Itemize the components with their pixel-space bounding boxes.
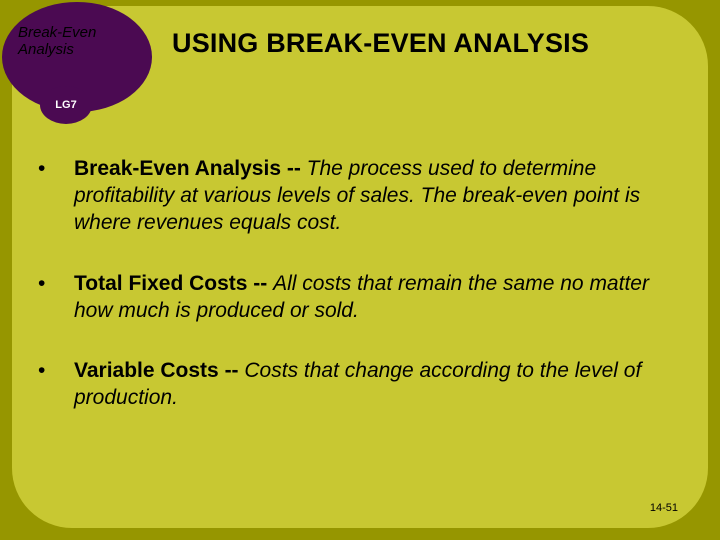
slide-panel: Break-Even Analysis LG7 USING BREAK-EVEN…	[12, 6, 708, 528]
lg-label: LG7	[55, 99, 76, 111]
topic-line1: Break-Even	[18, 24, 96, 41]
topic-badge-label: Break-Even Analysis	[12, 24, 122, 59]
slide-content: •Break-Even Analysis -- The process used…	[44, 156, 684, 446]
lg-badge: LG7	[40, 86, 92, 124]
slide-title: USING BREAK-EVEN ANALYSIS	[172, 28, 589, 59]
bullet-item: •Variable Costs -- Costs that change acc…	[44, 358, 684, 412]
bullet-item: •Break-Even Analysis -- The process used…	[44, 156, 684, 237]
bullet-term: Total Fixed Costs --	[74, 272, 273, 295]
page-number: 14-51	[650, 502, 678, 514]
topic-line2: Analysis	[18, 41, 74, 58]
bullet-item: •Total Fixed Costs -- All costs that rem…	[44, 271, 684, 325]
bullet-term: Break-Even Analysis --	[74, 157, 307, 180]
bullet-term: Variable Costs --	[74, 359, 244, 382]
